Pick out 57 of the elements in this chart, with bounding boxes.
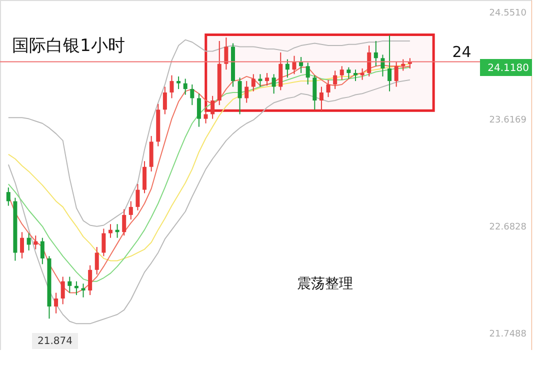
- candlestick: [81, 283, 86, 298]
- candlestick: [210, 95, 215, 120]
- candlestick: [108, 224, 112, 238]
- text: 国际白银1小时: [12, 36, 125, 56]
- candlestick: [102, 228, 106, 257]
- text: 24.1180: [488, 63, 529, 74]
- candlestick: [265, 72, 270, 86]
- candlestick: [285, 58, 290, 78]
- candlestick: [162, 86, 167, 115]
- candlestick: [353, 69, 358, 82]
- candlestick: [346, 66, 351, 80]
- candlestick: [136, 184, 140, 211]
- candlestick: [312, 74, 317, 110]
- candlestick: [170, 74, 174, 99]
- candlestick: [367, 45, 372, 77]
- y-tick-label: 23.6169: [489, 116, 527, 126]
- annotation: 震荡整理: [297, 276, 353, 292]
- y-tick-label: 22.6828: [489, 222, 527, 233]
- candlestick: [176, 76, 181, 90]
- candlestick: [88, 264, 92, 296]
- candlestick: [333, 70, 338, 90]
- candlestick: [54, 292, 58, 314]
- candlestick: [244, 80, 249, 104]
- candlestick: [340, 66, 344, 80]
- annotation: 21.874: [38, 336, 72, 347]
- candlestick: [272, 74, 276, 94]
- candlestick: [238, 77, 242, 115]
- candlestick: [190, 84, 194, 106]
- candlestick: [94, 246, 99, 275]
- candlestick: [196, 93, 201, 128]
- candlestick: [204, 106, 208, 124]
- candlestick: [306, 62, 310, 85]
- candlestick: [224, 37, 228, 70]
- y-tick-label: 24.5510: [489, 8, 527, 19]
- candlestick: [374, 40, 378, 67]
- candlestick: [20, 232, 24, 259]
- ref-line-label: 24: [452, 42, 472, 61]
- candlestick: [278, 52, 283, 91]
- candlestick: [319, 86, 324, 112]
- candlestick: [128, 200, 133, 220]
- y-tick-label: 21.7488: [489, 329, 527, 340]
- candlestick: [360, 68, 364, 80]
- candlestick: [40, 237, 44, 265]
- candlestick: [183, 78, 188, 96]
- candlestick: [6, 186, 10, 206]
- candlestick: [388, 34, 392, 92]
- candlestick: [26, 232, 31, 251]
- candlestick: [60, 276, 65, 305]
- candlestick: [326, 79, 330, 98]
- candlestick: [394, 61, 398, 88]
- candlestick: [68, 276, 72, 294]
- candlestick: [251, 74, 256, 92]
- candlestick: [142, 160, 147, 194]
- candlestick: [122, 208, 126, 236]
- candlestick: [258, 74, 262, 88]
- candlestick: [380, 54, 385, 77]
- line-series: [8, 39, 410, 227]
